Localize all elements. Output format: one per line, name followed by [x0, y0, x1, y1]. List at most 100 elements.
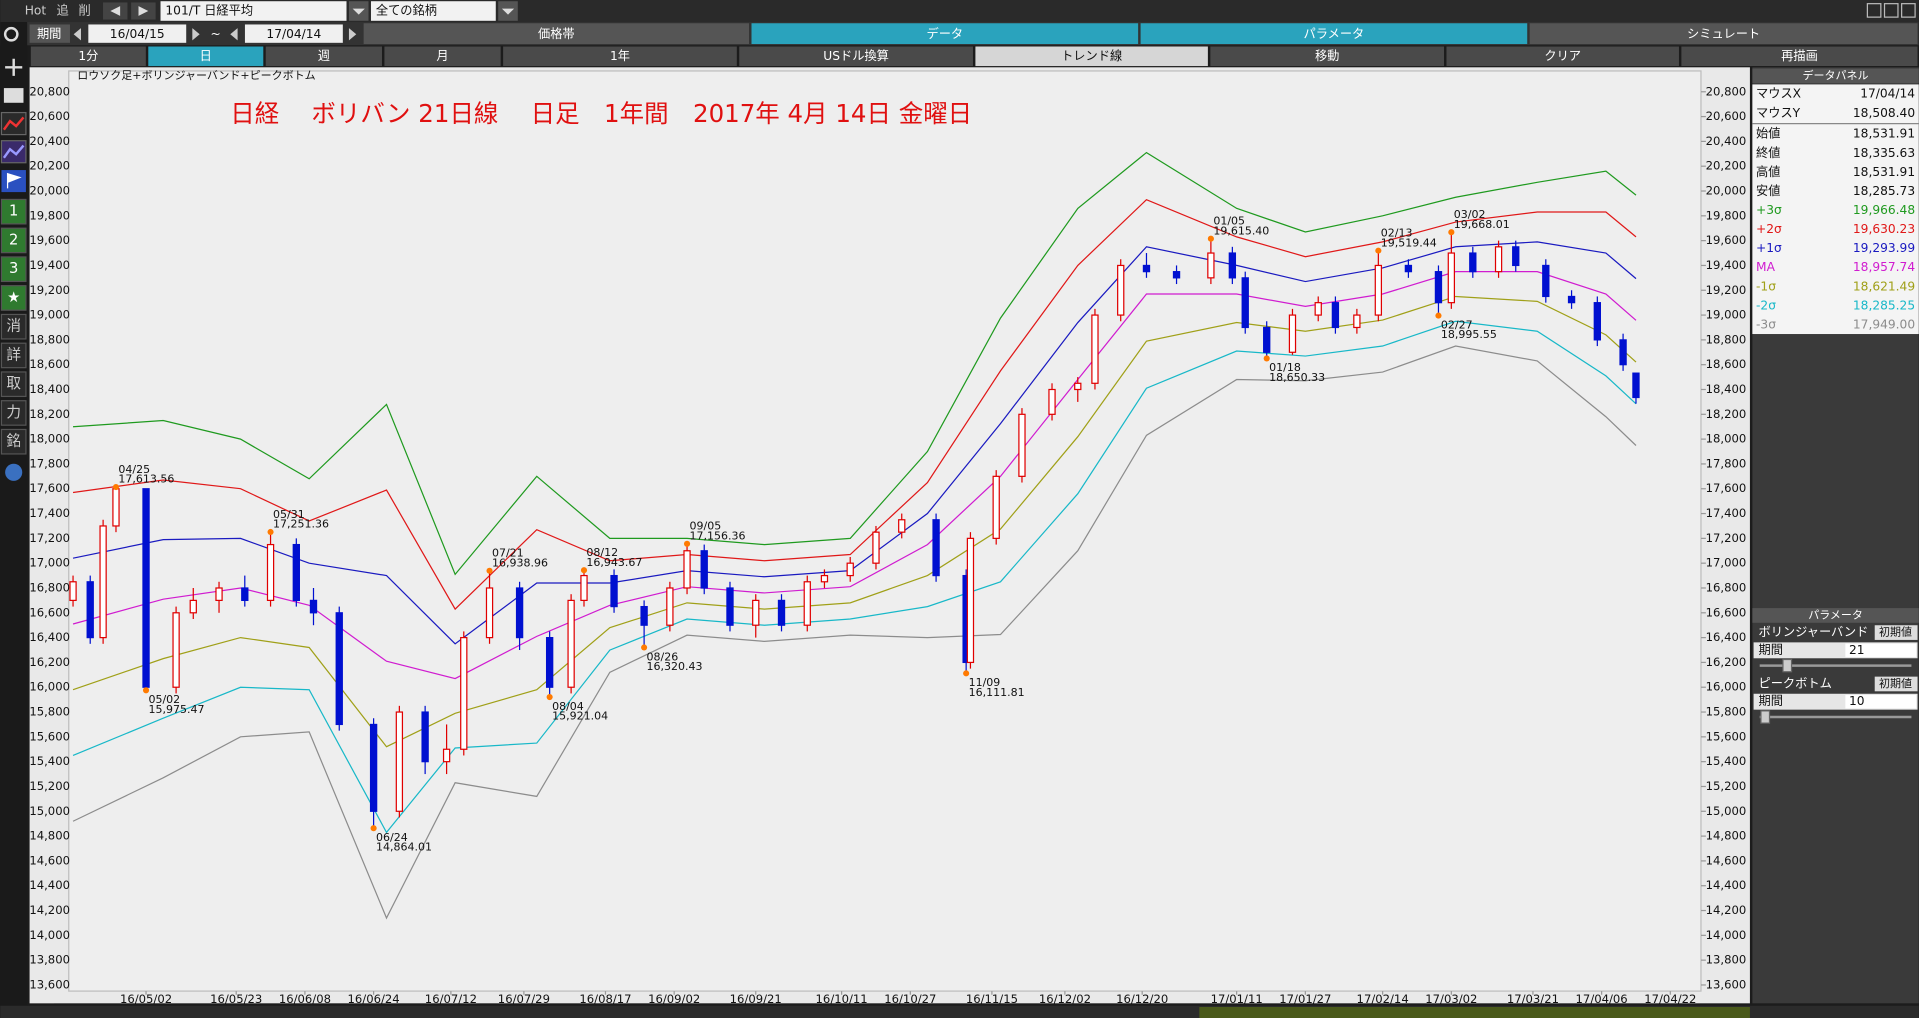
annotation-value: 15,921.04: [552, 710, 608, 723]
data-label: 高値: [1756, 164, 1780, 179]
side-button[interactable]: [0, 198, 27, 225]
universe-box[interactable]: [370, 1, 496, 21]
slider-thumb[interactable]: [1782, 658, 1793, 673]
toolbar-button-label: クリア: [1544, 49, 1581, 63]
side-button[interactable]: [0, 285, 27, 311]
y-tick-label-right: 17,000: [1706, 556, 1747, 570]
symbol: 101/T 日経平均: [165, 4, 253, 18]
band-value: 18,621.49: [1853, 279, 1915, 293]
annotation-value: 16,320.43: [647, 660, 703, 673]
tab[interactable]: [751, 23, 1139, 45]
crosshair-icon[interactable]: [5, 58, 23, 76]
field-input[interactable]: [1845, 643, 1917, 658]
toolbar-button[interactable]: [148, 46, 264, 67]
side-button[interactable]: [0, 256, 27, 283]
tab-label: データ: [926, 26, 963, 41]
side-button[interactable]: [0, 428, 27, 455]
side-button[interactable]: [0, 400, 27, 426]
tab-label: シミュレート: [1687, 27, 1760, 41]
candle-body: [485, 587, 494, 639]
candle-body: [545, 636, 554, 688]
y-tick-label: 15,000: [29, 804, 70, 818]
toolbar-button[interactable]: [1446, 46, 1679, 67]
candle-body: [666, 587, 674, 626]
toolbar-button[interactable]: [739, 46, 973, 67]
tab[interactable]: [1140, 23, 1528, 45]
toolbar-button[interactable]: [975, 46, 1208, 67]
dropdown-icon: [352, 8, 365, 15]
from-box[interactable]: [88, 24, 187, 43]
candle-body: [1434, 271, 1443, 304]
peak-bottom-marker: [142, 687, 150, 694]
to-box[interactable]: [244, 24, 343, 43]
toolbar-button[interactable]: [1681, 46, 1918, 67]
side-button[interactable]: [0, 313, 27, 340]
minimize-button[interactable]: [1866, 3, 1882, 18]
x-tick-label: 16/05/02: [120, 992, 172, 1006]
side-button[interactable]: [0, 227, 27, 254]
annotation-date: 08/26: [647, 650, 679, 663]
delete-button[interactable]: 削: [79, 4, 91, 18]
y-tick-label-right: 20,800: [1706, 84, 1747, 98]
toolbar-button[interactable]: [30, 46, 146, 67]
add-button[interactable]: 追: [57, 3, 69, 18]
candle-body: [395, 711, 404, 812]
candle-body: [1117, 264, 1125, 316]
annotation-date: 06/24: [376, 831, 408, 844]
y-tick-label: 20,000: [29, 184, 70, 198]
y-tick-label: 14,000: [29, 928, 70, 942]
x-tick-label: 16/10/11: [816, 992, 868, 1006]
y-tick-label-right: 20,200: [1706, 159, 1747, 173]
toolbar-button[interactable]: [384, 46, 501, 67]
field-input[interactable]: [1845, 694, 1917, 709]
symbol-box[interactable]: [160, 1, 347, 21]
candle-body: [846, 562, 854, 577]
candle-body: [1207, 252, 1215, 279]
candle-body: [241, 587, 249, 602]
toolbar-button[interactable]: [265, 46, 382, 67]
data-panel-title: データパネル: [1803, 68, 1869, 82]
peak-bottom-marker: [1207, 235, 1214, 242]
camera-icon[interactable]: [3, 88, 24, 103]
flag-icon[interactable]: [1, 170, 26, 193]
side-button[interactable]: [0, 342, 27, 369]
y-tick-label-right: 15,600: [1706, 729, 1747, 743]
candle-body: [580, 574, 588, 602]
side-button[interactable]: [0, 371, 27, 398]
data-value: 18,335.63: [1853, 146, 1915, 160]
band-label: -1σ: [1756, 279, 1776, 293]
tab[interactable]: [1529, 23, 1918, 45]
settings-icon[interactable]: [5, 463, 23, 481]
annotation-value: 19,668.01: [1454, 218, 1510, 231]
slider-thumb[interactable]: [1760, 710, 1771, 724]
candle-body: [1512, 246, 1520, 267]
y-tick-label: 15,200: [29, 779, 70, 793]
y-tick-label-right: 16,800: [1706, 580, 1747, 594]
y-tick-label: 17,400: [29, 506, 70, 520]
toolbar-button-label: 再描画: [1781, 49, 1818, 63]
candle-body: [726, 587, 734, 626]
hot-button[interactable]: Hot: [25, 4, 47, 18]
close-button[interactable]: [1901, 3, 1916, 18]
y-tick-label-right: 13,800: [1706, 953, 1747, 967]
reset-button[interactable]: [1874, 676, 1918, 692]
x-tick-label: 16/09/21: [730, 992, 782, 1006]
maximize-button[interactable]: [1883, 3, 1899, 18]
x-tick-label: 16/11/15: [966, 992, 1018, 1006]
toolbar-button[interactable]: [1210, 46, 1445, 67]
x-tick-label: 16/06/24: [348, 992, 400, 1006]
toolbar-button[interactable]: [503, 46, 737, 67]
candle-body: [1374, 264, 1383, 316]
section-name: ボリンジャーバンド: [1758, 625, 1868, 639]
annotation-value: 17,156.36: [689, 529, 745, 542]
candle-body: [1542, 264, 1550, 298]
y-tick-label-right: 16,600: [1706, 605, 1747, 619]
annotation-value: 18,995.55: [1441, 328, 1497, 341]
candle-body: [1074, 382, 1082, 391]
reset-button[interactable]: [1874, 625, 1918, 640]
y-tick-label: 19,400: [29, 258, 70, 272]
tab[interactable]: [363, 23, 750, 45]
band-label: MA: [1756, 260, 1776, 274]
search-icon[interactable]: [3, 26, 19, 42]
candle-body: [1288, 314, 1297, 353]
